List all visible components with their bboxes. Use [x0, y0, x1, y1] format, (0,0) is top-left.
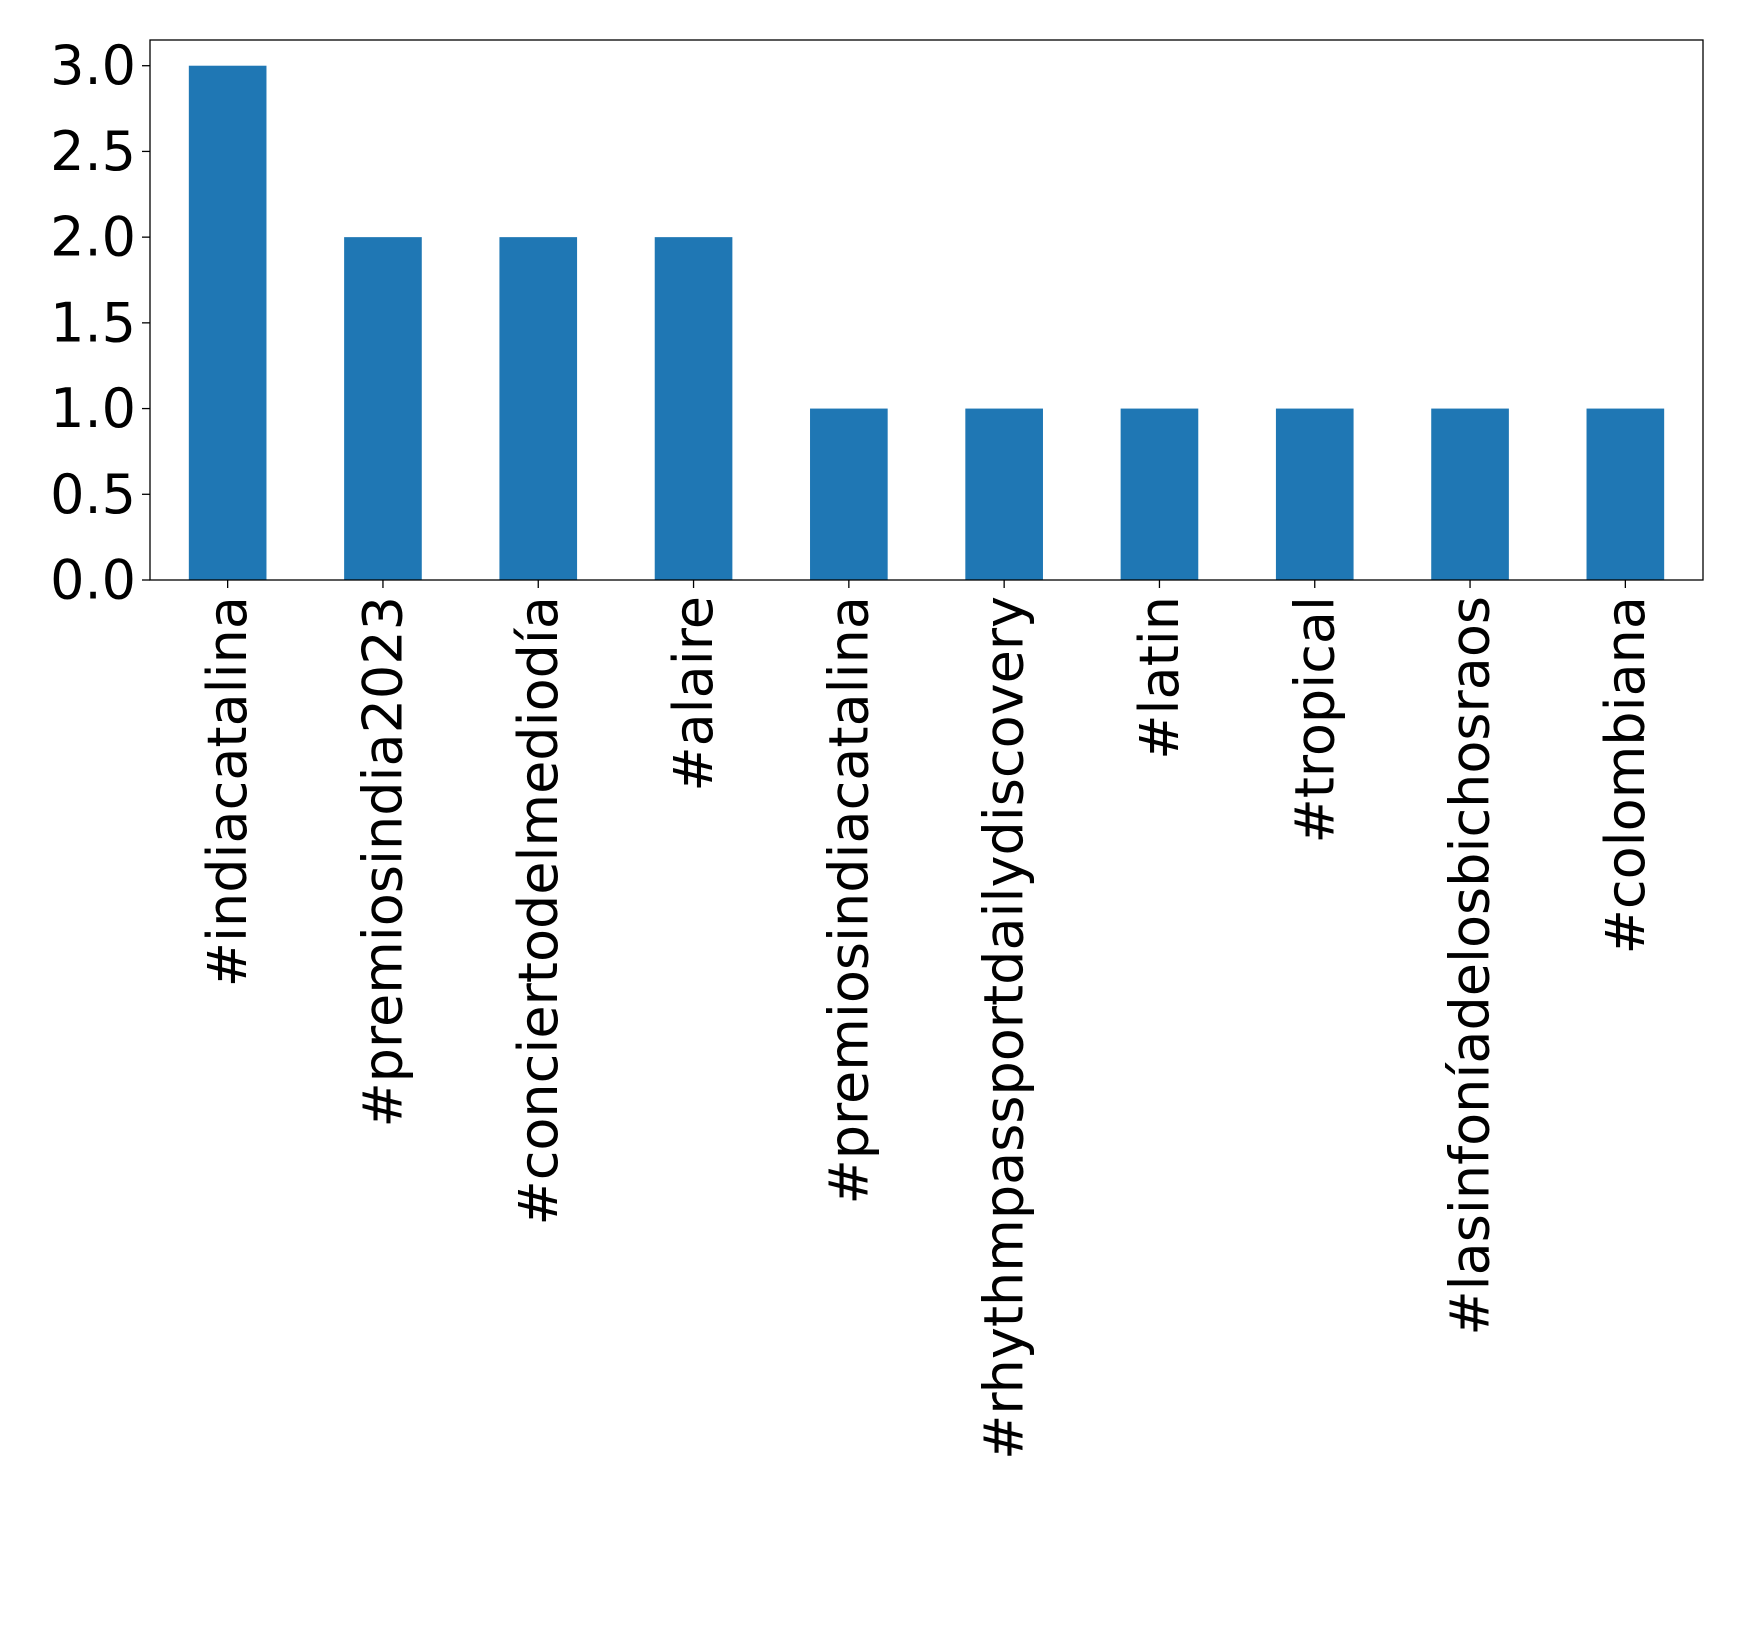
- bar: [654, 237, 733, 580]
- y-tick-label: 0.0: [50, 549, 136, 612]
- y-tick-label: 1.0: [50, 377, 136, 440]
- bar: [499, 237, 578, 580]
- x-axis: #indiacatalina #premiosindia2023 #conciert…: [196, 580, 1657, 1460]
- y-tick-label: 2.0: [50, 206, 136, 269]
- x-tick-label: #lasinfoníadelosbichosraos: [1439, 596, 1502, 1336]
- x-tick-label: #premiosindiacatalina: [817, 596, 880, 1205]
- x-tick-label: #premiosindia2023: [351, 596, 414, 1128]
- plot-frame: [149, 39, 1704, 581]
- bar: [965, 408, 1043, 580]
- y-axis: 0.0 0.5 1.0 1.5 2.0 2.5 3.0: [50, 34, 150, 612]
- x-tick-label: #rhythmpassportdailydiscovery: [973, 596, 1036, 1460]
- x-tick-label: #colombiana: [1594, 596, 1657, 954]
- bar: [344, 237, 422, 580]
- bar: [1120, 408, 1199, 580]
- bar: [810, 408, 888, 580]
- x-tick-label: #latin: [1128, 596, 1191, 760]
- y-tick-label: 1.5: [50, 291, 136, 354]
- bar: [1586, 408, 1665, 580]
- y-tick-label: 2.5: [50, 120, 136, 183]
- x-tick-label: #tropical: [1283, 596, 1346, 844]
- x-tick-label: #indiacatalina: [196, 596, 259, 987]
- y-tick-label: 3.0: [50, 34, 136, 97]
- bar: [1431, 408, 1509, 580]
- bars: [188, 65, 1665, 580]
- x-tick-label: #alaire: [662, 596, 725, 792]
- x-tick-label: #conciertodelmediodía: [507, 596, 570, 1226]
- bar: [1275, 408, 1354, 580]
- bar: [188, 65, 267, 580]
- y-tick-label: 0.5: [50, 463, 136, 526]
